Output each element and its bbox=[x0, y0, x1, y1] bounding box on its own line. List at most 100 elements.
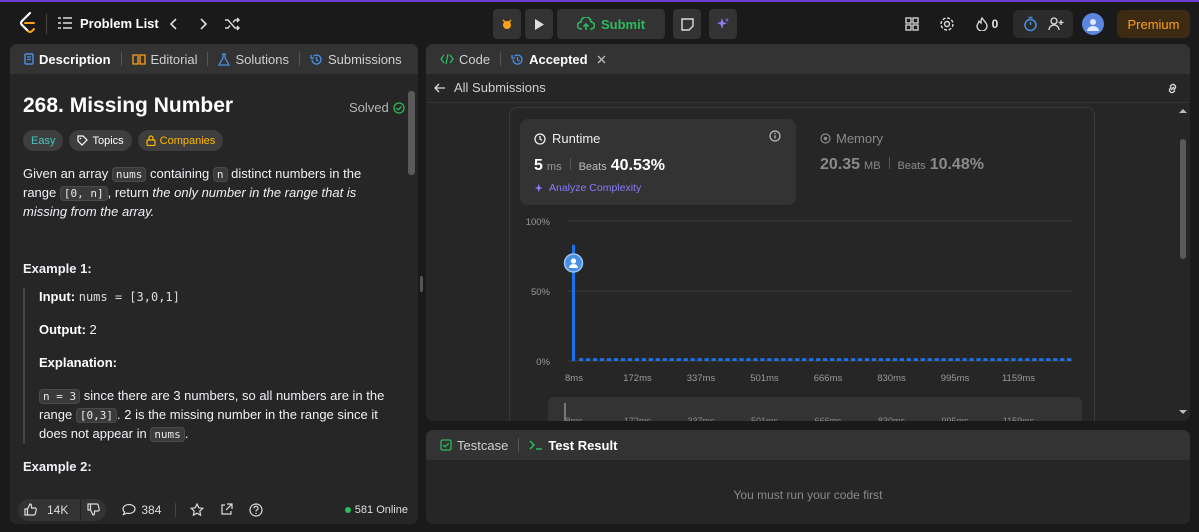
topics-label: Topics bbox=[92, 134, 124, 147]
range-slider bbox=[548, 397, 1082, 421]
memory-beats-label: Beats bbox=[897, 160, 926, 172]
all-submissions-label: All Submissions bbox=[454, 80, 546, 95]
layout-button[interactable] bbox=[902, 14, 922, 34]
chart-bar bbox=[934, 358, 939, 361]
tab-editorial[interactable]: Editorial bbox=[128, 52, 202, 67]
stopwatch-icon[interactable] bbox=[1023, 16, 1038, 32]
chart-bar bbox=[983, 358, 988, 361]
online-indicator bbox=[344, 506, 351, 513]
analyze-complexity-button[interactable]: Analyze Complexity bbox=[534, 182, 641, 194]
help-circle-icon[interactable] bbox=[249, 502, 263, 517]
cloud-upload-icon bbox=[576, 17, 595, 30]
tab-description[interactable]: Description bbox=[20, 52, 115, 67]
chart-bar bbox=[1018, 358, 1023, 361]
all-submissions-link[interactable]: All Submissions bbox=[434, 80, 546, 95]
statement-text: containing bbox=[146, 166, 213, 181]
problem-tags: Easy Topics Companies bbox=[23, 130, 398, 151]
chart-bar bbox=[1039, 358, 1044, 361]
description-panel: Description Editorial Solutions Submissi… bbox=[10, 44, 418, 524]
chart-bar bbox=[648, 358, 654, 361]
tab-test-result[interactable]: Test Result bbox=[525, 438, 621, 453]
memory-card[interactable]: Memory 20.35 MB Beats 10.48% bbox=[820, 131, 984, 174]
tab-submissions[interactable]: Submissions bbox=[306, 52, 406, 67]
chart-bar bbox=[850, 358, 856, 361]
topics-chip[interactable]: Topics bbox=[69, 130, 132, 151]
problem-list-button[interactable]: Problem List bbox=[58, 12, 159, 34]
x-tick-label: 666ms bbox=[814, 373, 843, 384]
settings-button[interactable] bbox=[937, 14, 957, 34]
submit-button[interactable]: Submit bbox=[557, 9, 665, 39]
chart-bar bbox=[697, 358, 702, 361]
inline-code: n = 3 bbox=[39, 389, 81, 404]
scroll-down-arrow-icon[interactable] bbox=[1178, 409, 1188, 415]
run-button[interactable] bbox=[525, 9, 553, 39]
ai-assistant-button[interactable] bbox=[709, 9, 737, 39]
divider bbox=[120, 52, 122, 66]
tab-code[interactable]: Code bbox=[436, 52, 494, 67]
analyze-complexity-label: Analyze Complexity bbox=[549, 182, 642, 194]
chevron-left-icon bbox=[170, 18, 177, 30]
like-button[interactable]: 14K bbox=[18, 499, 80, 521]
chart-bar bbox=[976, 358, 981, 361]
divider bbox=[298, 52, 300, 66]
close-icon[interactable] bbox=[597, 55, 606, 64]
next-problem-button[interactable] bbox=[195, 14, 211, 34]
history-icon bbox=[310, 53, 322, 65]
result-scrollbar[interactable] bbox=[1180, 139, 1186, 259]
link-icon[interactable] bbox=[1165, 82, 1180, 95]
scroll-up-arrow-icon[interactable] bbox=[1178, 108, 1188, 114]
random-problem-button[interactable] bbox=[222, 14, 242, 34]
slider-tick-label: 995ms bbox=[941, 416, 969, 421]
chart-bar bbox=[816, 358, 821, 361]
companies-chip[interactable]: Companies bbox=[137, 130, 224, 151]
dislike-button[interactable] bbox=[80, 498, 106, 521]
example-input: Input: nums = [3,0,1] bbox=[39, 288, 398, 306]
tab-accepted[interactable]: Accepted bbox=[507, 52, 610, 67]
chart-bar bbox=[690, 358, 695, 361]
chart-bar bbox=[1067, 358, 1072, 361]
premium-label: Premium bbox=[1127, 16, 1180, 32]
chart-bar bbox=[997, 358, 1002, 361]
runtime-card[interactable]: Runtime 5 ms Beats 40.53% Analyze Comple… bbox=[520, 119, 796, 205]
description-footer: 14K 384 581 Online bbox=[10, 495, 418, 524]
slider-tick-label: 666ms bbox=[814, 416, 842, 421]
chart-bar bbox=[885, 358, 891, 361]
inline-code: nums bbox=[150, 427, 185, 442]
runtime-unit: ms bbox=[546, 161, 562, 173]
tab-testcase[interactable]: Testcase bbox=[436, 438, 512, 453]
star-icon[interactable] bbox=[190, 502, 205, 517]
runtime-stats: 5 ms Beats 40.53% bbox=[534, 157, 665, 175]
description-tabs: Description Editorial Solutions Submissi… bbox=[10, 44, 418, 74]
chart-bar bbox=[606, 358, 612, 361]
panel-resize-handle[interactable] bbox=[420, 276, 423, 292]
notes-button[interactable] bbox=[673, 9, 701, 39]
chart-bar bbox=[767, 358, 772, 361]
info-icon[interactable] bbox=[769, 130, 781, 142]
chart-bar bbox=[585, 358, 591, 361]
tab-solutions[interactable]: Solutions bbox=[214, 52, 292, 67]
premium-button[interactable]: Premium bbox=[1117, 10, 1190, 38]
streak-counter[interactable]: 0 bbox=[972, 14, 1002, 34]
prev-problem-button[interactable] bbox=[166, 14, 182, 34]
leetcode-logo-icon[interactable] bbox=[18, 12, 38, 34]
chart-bar bbox=[760, 358, 765, 361]
chart-bar bbox=[878, 358, 884, 361]
chart-bar bbox=[1011, 358, 1016, 361]
avatar[interactable] bbox=[1082, 13, 1104, 35]
chart-bar bbox=[613, 358, 619, 361]
chart-bar bbox=[634, 358, 640, 361]
explanation-label: Explanation: bbox=[39, 355, 118, 370]
chip-icon bbox=[820, 133, 831, 144]
description-scrollbar[interactable] bbox=[408, 91, 415, 175]
add-user-icon[interactable] bbox=[1047, 17, 1064, 31]
chart-bar bbox=[948, 358, 953, 361]
memory-stats: 20.35 MB Beats 10.48% bbox=[820, 156, 984, 174]
performance-card bbox=[509, 107, 1095, 421]
runtime-distribution-chart[interactable]: 100% 50% 0% 8ms 172ms 337ms 501ms 666ms 830ms 995… bbox=[516, 209, 1086, 421]
share-external-icon[interactable] bbox=[220, 503, 233, 516]
comments-button[interactable]: 384 bbox=[122, 503, 161, 517]
debug-button[interactable] bbox=[493, 9, 521, 39]
chart-bar bbox=[906, 358, 911, 361]
runtime-label: Runtime bbox=[552, 131, 601, 146]
memory-beats-value: 10.48% bbox=[929, 156, 984, 173]
